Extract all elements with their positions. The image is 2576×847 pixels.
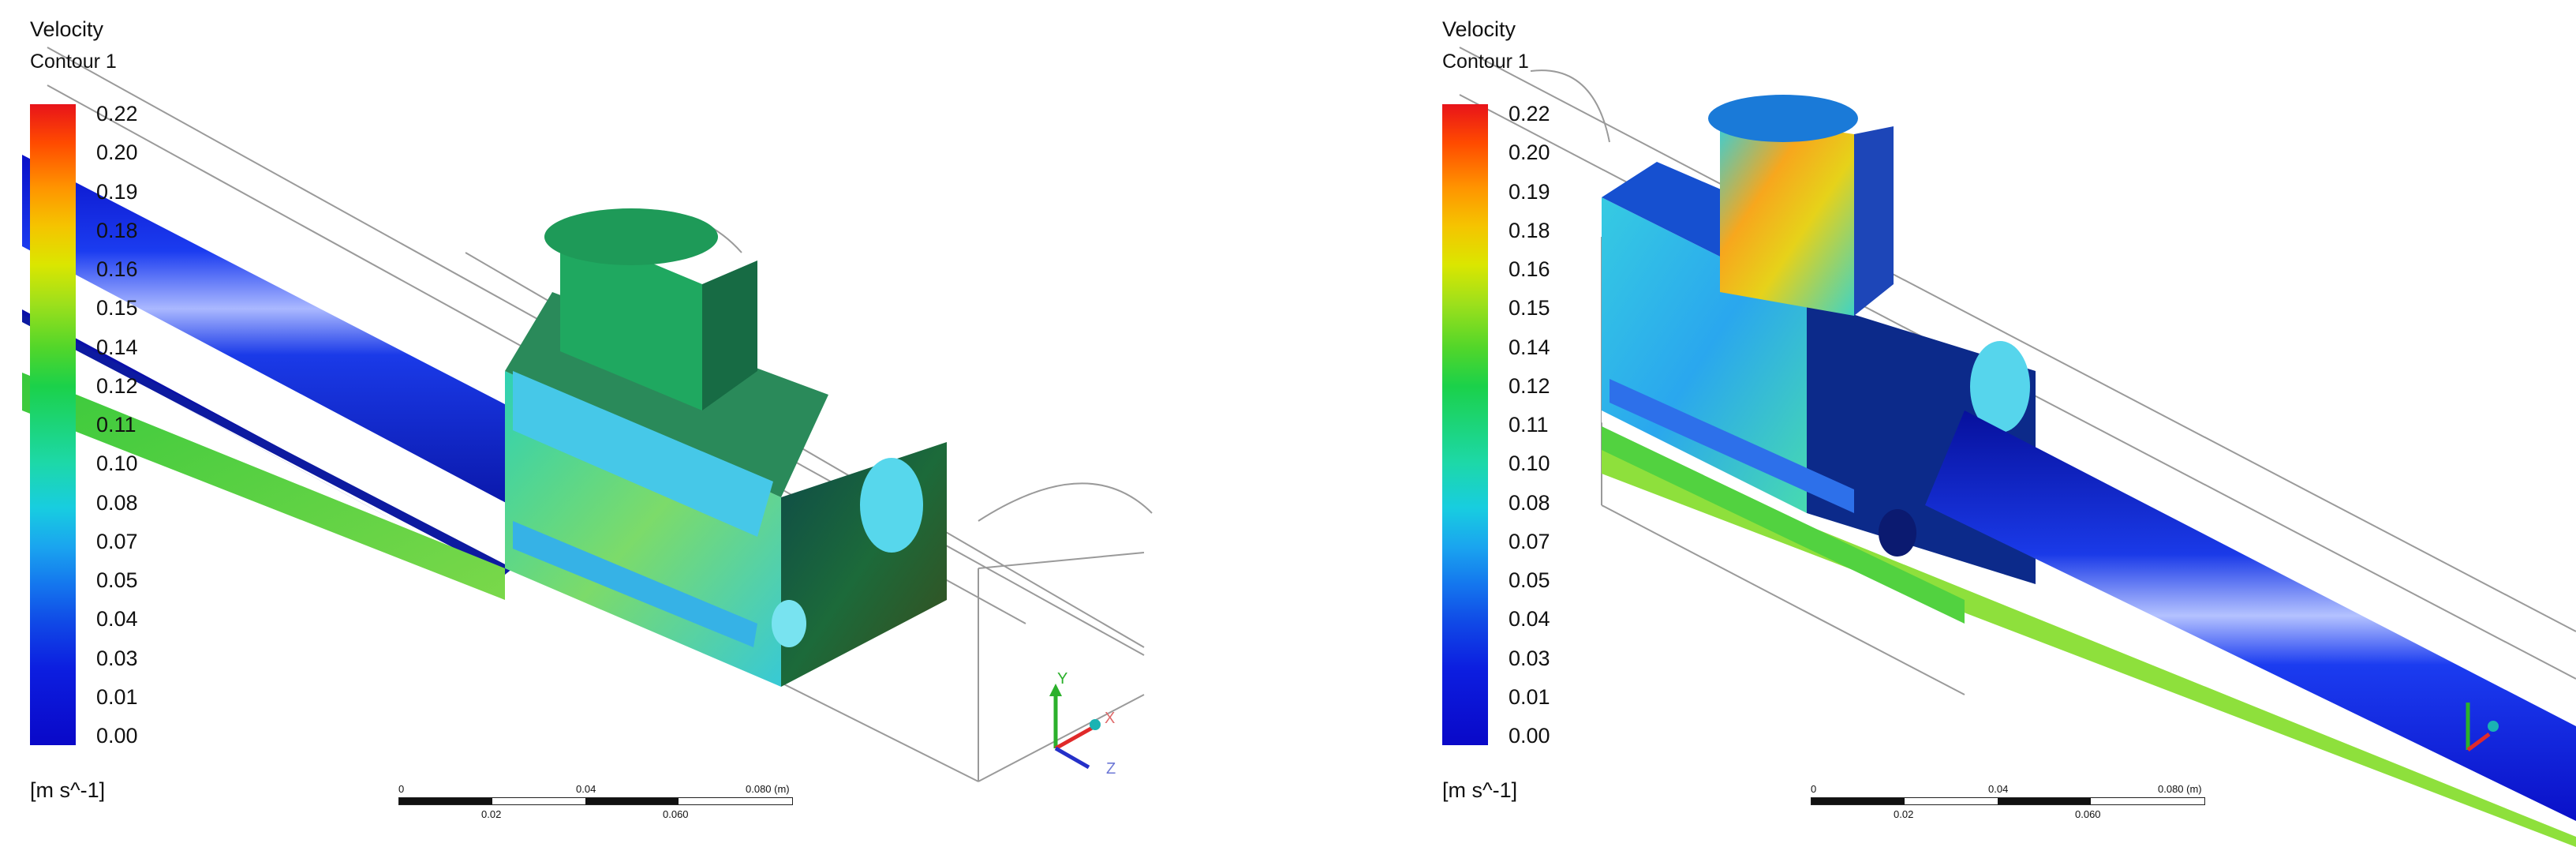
scale-label-0080: 0.080 (m) xyxy=(746,783,790,795)
color-legend-bar xyxy=(1442,104,1488,745)
scale-label-002: 0.02 xyxy=(481,808,502,820)
legend-tick-label: 0.00 xyxy=(1509,724,1550,748)
scale-label-0: 0 xyxy=(1811,783,1817,795)
scale-label-0060: 0.060 xyxy=(663,808,689,820)
legend-tick-label: 0.19 xyxy=(1509,179,1550,204)
legend-tick-label: 0.20 xyxy=(1509,141,1550,165)
legend-tick-label: 0.18 xyxy=(1509,218,1550,242)
legend-tick-label: 0.05 xyxy=(1509,568,1550,592)
legend-tick-label: 0.10 xyxy=(1509,452,1550,476)
legend-tick-label: 0.05 xyxy=(96,568,138,592)
scale-label-004: 0.04 xyxy=(576,783,596,795)
contour-panel-right: Velocity Contour 1 0.22 0.20 0.19 0.18 0.16 0… xyxy=(1412,0,2576,847)
scale-bar: 0 0.04 0.080 (m) 0.02 0.060 xyxy=(398,783,793,820)
contour-panel-left: Velocity Contour 1 0.22 0.20 0.19 0.18 0.16 0… xyxy=(22,17,1153,820)
legend-tick-label: 0.04 xyxy=(96,607,138,632)
scale-label-004: 0.04 xyxy=(1988,783,2009,795)
legend-tick-label: 0.20 xyxy=(96,141,138,165)
legend-tick-label: 0.03 xyxy=(1509,646,1550,670)
legend-tick-label: 0.16 xyxy=(96,257,138,281)
legend-tick-label: 0.15 xyxy=(1509,296,1550,320)
legend-tick-label: 0.08 xyxy=(1509,490,1550,515)
legend-tick-labels: 0.22 0.20 0.19 0.18 0.16 0.15 0.14 0.12 0.11 0.10… xyxy=(1509,102,1603,748)
velocity-contour-render-left xyxy=(22,47,1153,782)
scale-bar-track xyxy=(398,797,793,805)
legend-tick-label: 0.22 xyxy=(1509,102,1550,126)
legend-tick-label: 0.14 xyxy=(1509,335,1550,359)
legend-tick-label: 0.15 xyxy=(96,296,138,320)
legend-tick-label: 0.18 xyxy=(96,218,138,242)
legend-tick-label: 0.07 xyxy=(96,529,138,553)
legend-tick-label: 0.11 xyxy=(96,413,136,437)
contour-name: Contour 1 xyxy=(1442,51,1529,73)
scale-label-0060: 0.060 xyxy=(2075,808,2101,820)
scale-label-0080: 0.080 (m) xyxy=(2158,783,2202,795)
legend-tick-label: 0.22 xyxy=(96,102,138,126)
legend-units: [m s^-1] xyxy=(30,778,106,802)
legend-tick-label: 0.14 xyxy=(96,335,138,359)
plot-title: Velocity xyxy=(1442,17,1516,41)
legend-tick-labels: 0.22 0.20 0.19 0.18 0.16 0.15 0.14 0.12 0.11 0.10… xyxy=(96,102,191,748)
legend-tick-label: 0.12 xyxy=(1509,373,1550,398)
legend-tick-label: 0.07 xyxy=(1509,529,1550,553)
legend-tick-label: 0.01 xyxy=(96,684,138,709)
legend-tick-label: 0.01 xyxy=(1509,684,1550,709)
legend-tick-label: 0.16 xyxy=(1509,257,1550,281)
legend-tick-label: 0.08 xyxy=(96,490,138,515)
plot-title: Velocity xyxy=(30,17,104,41)
legend-tick-label: 0.12 xyxy=(96,373,138,398)
scale-bar: 0 0.04 0.080 (m) 0.02 0.060 xyxy=(1811,783,2205,820)
legend-tick-label: 0.10 xyxy=(96,452,138,476)
legend-tick-label: 0.11 xyxy=(1509,413,1549,437)
legend-tick-label: 0.03 xyxy=(96,646,138,670)
scale-label-0: 0 xyxy=(398,783,405,795)
scale-bar-track xyxy=(1811,797,2205,805)
legend-units: [m s^-1] xyxy=(1442,778,1518,802)
legend-tick-label: 0.04 xyxy=(1509,607,1550,632)
color-legend-bar xyxy=(30,104,76,745)
contour-name: Contour 1 xyxy=(30,51,117,73)
legend-tick-label: 0.19 xyxy=(96,179,138,204)
legend-tick-label: 0.00 xyxy=(96,724,138,748)
scale-label-002: 0.02 xyxy=(1894,808,1914,820)
velocity-contour-render-right xyxy=(1459,47,2576,847)
